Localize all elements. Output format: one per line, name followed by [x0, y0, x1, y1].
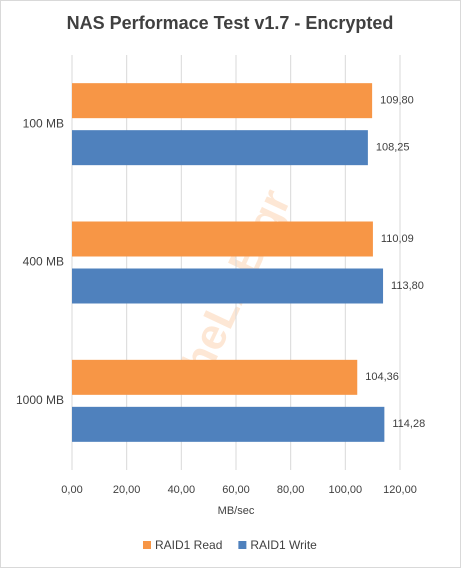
- legend-label: RAID1 Write: [250, 538, 317, 552]
- data-label: 114,28: [392, 418, 425, 430]
- bar: [72, 221, 373, 257]
- data-label: 109,80: [380, 95, 414, 107]
- x-tick-label: 80,00: [277, 484, 305, 496]
- x-axis-label: MB/sec: [218, 505, 255, 517]
- bar: [72, 83, 373, 119]
- legend-swatch: [143, 541, 151, 549]
- data-label: 110,09: [381, 233, 414, 245]
- data-label: 104,36: [365, 371, 399, 383]
- y-tick-label: 1000 MB: [16, 393, 64, 407]
- x-tick-label: 40,00: [168, 484, 196, 496]
- legend-swatch: [238, 541, 247, 549]
- x-tick-label: 120,00: [383, 484, 417, 496]
- bar: [72, 268, 384, 304]
- chart-title: NAS Performace Test v1.7 - Encrypted: [67, 13, 394, 33]
- y-tick-label: 400 MB: [23, 255, 64, 269]
- data-label: 108,25: [376, 142, 410, 154]
- bar: [72, 359, 358, 395]
- data-label: 113,80: [391, 280, 424, 292]
- bar: [72, 130, 368, 166]
- x-tick-label: 0,00: [61, 484, 82, 496]
- x-tick-label: 20,00: [113, 484, 141, 496]
- x-tick-label: 60,00: [222, 484, 250, 496]
- legend-label: RAID1 Read: [155, 538, 222, 552]
- bar: [72, 406, 385, 442]
- y-tick-label: 100 MB: [23, 116, 64, 130]
- x-tick-label: 100,00: [329, 484, 363, 496]
